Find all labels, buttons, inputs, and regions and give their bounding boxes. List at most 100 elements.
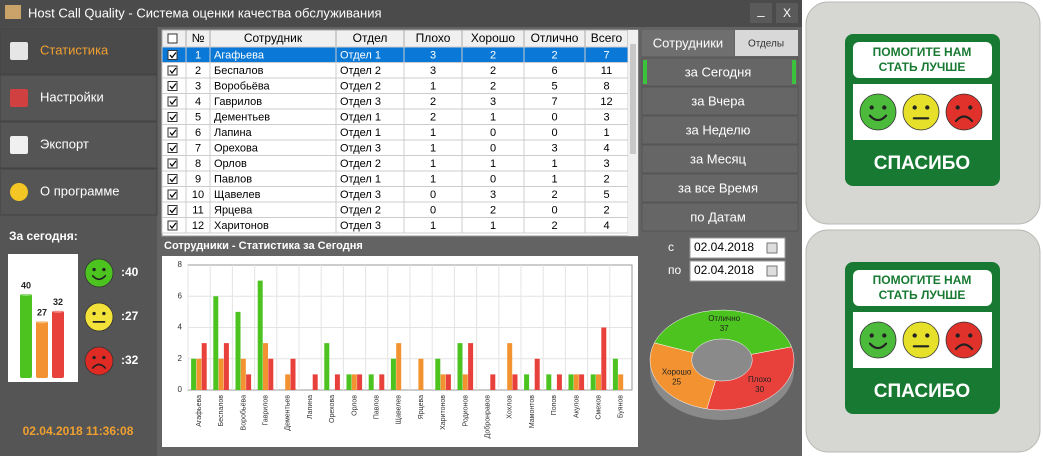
- x-tick-label: Гаврилов: [263, 395, 270, 426]
- menu-label: Настройки: [40, 89, 104, 104]
- close-button[interactable]: [776, 3, 798, 23]
- table-cell: Агафьева: [214, 50, 265, 62]
- bar: [590, 374, 596, 390]
- table-cell: 2: [430, 112, 436, 124]
- menu-label: Экспорт: [40, 136, 89, 151]
- bar: [285, 374, 291, 390]
- row-checkbox[interactable]: [167, 81, 178, 91]
- table-header-cell: Всего: [591, 31, 623, 45]
- period-button[interactable]: [641, 144, 799, 174]
- pie-label: Плохо: [748, 375, 772, 384]
- bar: [601, 327, 607, 390]
- table-cell: Отдел 2: [340, 65, 381, 77]
- period-button[interactable]: [641, 202, 799, 232]
- row-checkbox[interactable]: [167, 174, 178, 184]
- table-cell: Харитонов: [214, 220, 269, 232]
- today-bar: [52, 310, 64, 378]
- table-cell: 2: [430, 96, 436, 108]
- sign-footer: СПАСИБО: [874, 153, 970, 174]
- sign-line: СТАТЬ ЛУЧШЕ: [879, 60, 966, 74]
- bar: [612, 358, 618, 390]
- smiley: [902, 93, 940, 131]
- row-checkbox[interactable]: [167, 65, 178, 76]
- row-checkbox[interactable]: [167, 96, 178, 107]
- tab[interactable]: [735, 30, 798, 56]
- table-cell: 2: [603, 205, 609, 217]
- period-label: за все Время: [678, 180, 758, 195]
- x-tick-label: Щавелев: [396, 395, 403, 425]
- row-check: [169, 222, 177, 229]
- table-cell: 0: [551, 205, 557, 217]
- y-tick-label: 2: [178, 354, 183, 363]
- smiley-count: :27: [121, 309, 139, 323]
- bar: [191, 358, 197, 390]
- pie-value-label: 25: [672, 378, 681, 387]
- row-checkbox[interactable]: [167, 158, 178, 169]
- table-cell: 7: [551, 96, 557, 108]
- row-checkbox[interactable]: [167, 50, 178, 60]
- row-checkbox[interactable]: [167, 112, 178, 122]
- period-button[interactable]: [641, 57, 799, 87]
- x-tick-label: Агафьева: [196, 395, 203, 427]
- row-checkbox[interactable]: [167, 205, 178, 215]
- selected-marker: [643, 60, 647, 84]
- table-cell: 8: [603, 81, 609, 93]
- smiley-eye: [955, 105, 960, 110]
- period-button[interactable]: [641, 86, 799, 116]
- date-input[interactable]: [689, 237, 786, 259]
- date-input[interactable]: [689, 260, 786, 282]
- table-cell: 4: [603, 143, 609, 155]
- table-cell: 1: [430, 143, 436, 155]
- pie-value-label: 37: [720, 324, 729, 333]
- smiley: [84, 258, 114, 288]
- x-tick-label: Попов: [551, 395, 558, 416]
- table-cell: Отдел 2: [340, 81, 381, 93]
- row-checkbox[interactable]: [167, 127, 178, 138]
- table-cell: Орлов: [214, 158, 247, 170]
- scrollbar-thumb[interactable]: [630, 44, 636, 154]
- table-cell: 0: [430, 189, 436, 201]
- table-header-cell: Сотрудник: [244, 31, 303, 45]
- date-picker-icon[interactable]: [766, 242, 778, 254]
- period-label: по Датам: [690, 209, 746, 224]
- bar: [440, 374, 446, 390]
- pie-slice: [649, 342, 716, 410]
- smiley-eye: [968, 333, 973, 338]
- bar: [324, 343, 330, 390]
- period-button[interactable]: [641, 173, 799, 203]
- row-checkbox[interactable]: [167, 189, 178, 200]
- row-check: [169, 129, 177, 136]
- table-cell: 7: [603, 50, 609, 62]
- row-checkbox[interactable]: [167, 143, 178, 153]
- table-cell: 3: [603, 112, 609, 124]
- table-header-cell: №: [192, 31, 205, 45]
- tab[interactable]: [642, 30, 734, 56]
- table-cell: 2: [490, 81, 496, 93]
- smiley-eye: [869, 105, 874, 110]
- minimize-label: _: [756, 2, 765, 17]
- menu-label: О программе: [40, 183, 120, 198]
- period-button[interactable]: [641, 115, 799, 145]
- table-cell: 1: [490, 220, 496, 232]
- table-cell: Дементьев: [214, 112, 270, 124]
- table-header-cell: Хорошо: [471, 31, 516, 45]
- sign-top-white: [853, 270, 992, 306]
- table-cell: Отдел 2: [340, 158, 381, 170]
- bar: [357, 374, 363, 390]
- table-cell: 6: [195, 127, 201, 139]
- minimize-button[interactable]: [750, 3, 772, 23]
- sign-footer: СПАСИБО: [874, 381, 970, 402]
- smiley-eye: [955, 333, 960, 338]
- pie-label: Отлично: [708, 314, 740, 323]
- table-cell: 12: [600, 96, 612, 108]
- row-checkbox[interactable]: [167, 220, 178, 231]
- x-tick-label: Харитонов: [440, 395, 447, 430]
- table-cell: 4: [195, 96, 201, 108]
- table-cell: 1: [195, 50, 201, 62]
- table-cell: Беспалов: [214, 65, 264, 77]
- date-picker-icon[interactable]: [766, 265, 778, 277]
- table-cell: Отдел 1: [340, 127, 381, 139]
- smiley-count: :40: [121, 265, 139, 279]
- smiley-eye: [869, 333, 874, 338]
